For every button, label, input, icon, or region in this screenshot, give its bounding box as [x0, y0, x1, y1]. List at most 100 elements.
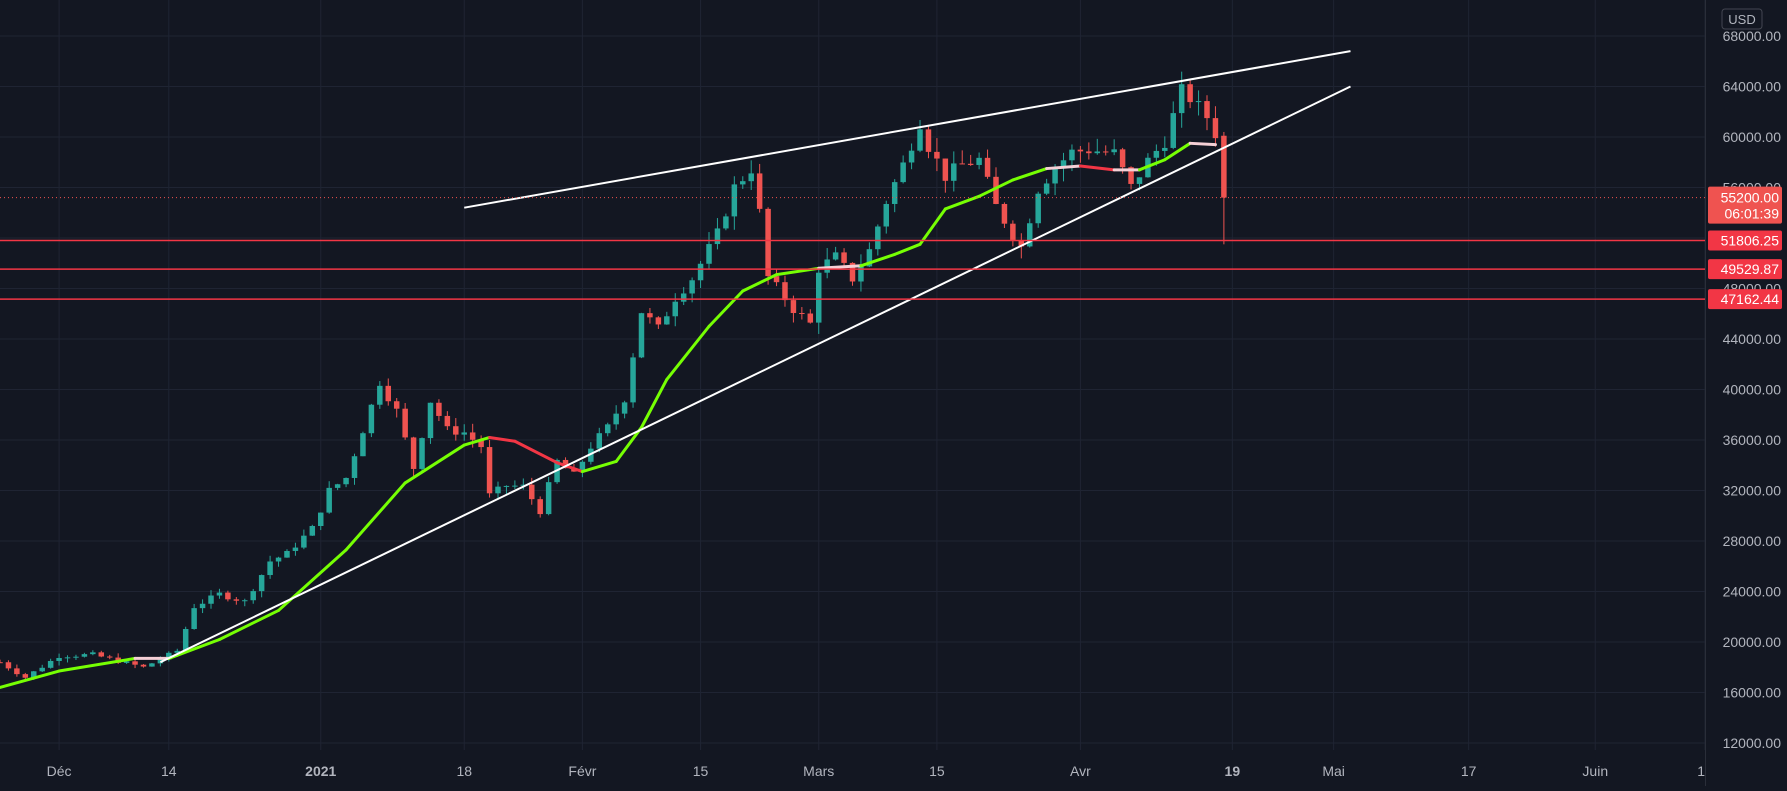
candle-body[interactable]: [233, 599, 240, 601]
candle-body[interactable]: [1043, 183, 1050, 194]
candle-body[interactable]: [1204, 101, 1210, 119]
currency-badge[interactable]: [1721, 8, 1763, 30]
candle-body[interactable]: [444, 415, 451, 427]
candle-body[interactable]: [478, 439, 484, 448]
candle-body[interactable]: [1170, 113, 1176, 148]
candle-body[interactable]: [495, 486, 501, 494]
candle-body[interactable]: [942, 158, 949, 181]
candle-body[interactable]: [740, 181, 746, 185]
candle-body[interactable]: [1018, 239, 1025, 247]
candle-body[interactable]: [360, 433, 366, 457]
candle-body[interactable]: [1178, 84, 1185, 114]
candle-body[interactable]: [815, 272, 822, 323]
candle-body[interactable]: [64, 657, 71, 659]
candle-body[interactable]: [782, 282, 788, 301]
candle-body[interactable]: [436, 402, 442, 416]
candle-body[interactable]: [832, 252, 839, 260]
candle-body[interactable]: [756, 173, 763, 209]
candle-body[interactable]: [351, 456, 358, 478]
candle-body[interactable]: [1212, 118, 1219, 139]
candle-body[interactable]: [174, 650, 180, 653]
candle-body[interactable]: [537, 499, 543, 515]
candle-body[interactable]: [98, 652, 105, 657]
candle-body[interactable]: [1162, 147, 1168, 151]
candle-body[interactable]: [858, 266, 864, 282]
candle-body[interactable]: [596, 433, 603, 449]
candle-body[interactable]: [317, 512, 324, 527]
candle-body[interactable]: [334, 484, 341, 488]
candle-body[interactable]: [520, 484, 527, 486]
candle-body[interactable]: [664, 316, 670, 325]
candle-body[interactable]: [469, 432, 476, 440]
candle-body[interactable]: [242, 600, 248, 602]
candle-body[interactable]: [106, 656, 113, 658]
candle-body[interactable]: [81, 654, 88, 657]
candle-body[interactable]: [613, 413, 619, 425]
candle-body[interactable]: [343, 477, 349, 485]
candle-body[interactable]: [1128, 167, 1134, 184]
candle-body[interactable]: [419, 438, 425, 469]
candle-body[interactable]: [149, 663, 155, 667]
candle-body[interactable]: [891, 182, 898, 204]
candle-body[interactable]: [402, 408, 408, 438]
candle-body[interactable]: [655, 317, 662, 325]
candle-body[interactable]: [5, 662, 12, 669]
candle-body[interactable]: [14, 668, 20, 675]
candle-body[interactable]: [1102, 151, 1109, 153]
candle-body[interactable]: [1052, 168, 1058, 184]
candle-body[interactable]: [1221, 135, 1227, 198]
candle-body[interactable]: [1086, 151, 1092, 154]
candle-body[interactable]: [883, 203, 890, 227]
candle-body[interactable]: [773, 276, 780, 283]
lower-wedge-line[interactable]: [159, 85, 1351, 664]
candle-body[interactable]: [562, 459, 569, 469]
candle-body[interactable]: [604, 424, 611, 434]
candle-body[interactable]: [191, 608, 197, 630]
candle-body[interactable]: [47, 660, 54, 668]
candle-body[interactable]: [182, 629, 189, 651]
candle-body[interactable]: [951, 163, 957, 181]
candle-body[interactable]: [1010, 223, 1016, 240]
candle-body[interactable]: [630, 357, 636, 403]
candle-body[interactable]: [1060, 160, 1067, 169]
candle-body[interactable]: [765, 208, 771, 277]
candle-body[interactable]: [1119, 149, 1126, 168]
candle-body[interactable]: [1111, 149, 1117, 153]
candle-body[interactable]: [647, 313, 653, 318]
candle-body[interactable]: [900, 162, 906, 183]
candle-body[interactable]: [790, 300, 797, 314]
candle-body[interactable]: [208, 595, 214, 604]
candle-body[interactable]: [714, 228, 721, 245]
candle-body[interactable]: [1027, 223, 1033, 247]
candle-body[interactable]: [275, 557, 282, 562]
candle-body[interactable]: [258, 575, 265, 592]
candle-body[interactable]: [588, 448, 594, 462]
candle-body[interactable]: [908, 150, 915, 163]
candle-body[interactable]: [697, 263, 704, 281]
candle-body[interactable]: [503, 485, 510, 487]
candle-body[interactable]: [1195, 101, 1202, 103]
candle-body[interactable]: [410, 437, 417, 469]
candle-body[interactable]: [140, 664, 147, 667]
candle-body[interactable]: [486, 447, 493, 494]
candle-body[interactable]: [1153, 150, 1160, 158]
candle-body[interactable]: [934, 151, 940, 159]
candle-body[interactable]: [216, 592, 223, 596]
candle-body[interactable]: [959, 163, 965, 165]
candle-body[interactable]: [680, 293, 687, 302]
candle-body[interactable]: [301, 535, 307, 548]
candle-body[interactable]: [31, 671, 37, 678]
candle-body[interactable]: [225, 592, 231, 600]
candle-body[interactable]: [250, 591, 256, 601]
candle-body[interactable]: [132, 661, 138, 665]
candle-body[interactable]: [841, 252, 847, 263]
candle-body[interactable]: [284, 550, 290, 558]
candle-body[interactable]: [993, 176, 999, 204]
candle-body[interactable]: [22, 674, 29, 678]
candle-body[interactable]: [799, 313, 805, 315]
candle-body[interactable]: [90, 652, 96, 655]
candle-body[interactable]: [512, 485, 518, 487]
candle-body[interactable]: [638, 313, 645, 358]
